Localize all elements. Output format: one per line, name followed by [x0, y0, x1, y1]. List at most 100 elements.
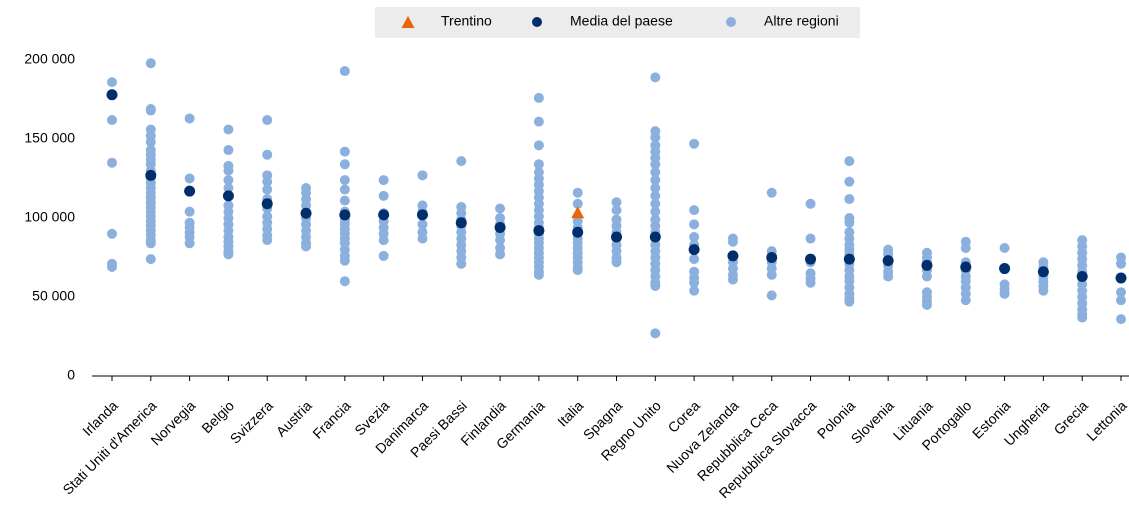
- point: [533, 92, 544, 103]
- point: [650, 280, 661, 291]
- point: [650, 190, 661, 201]
- y-tick-label: 150 000: [24, 130, 75, 146]
- mean-point: [611, 231, 622, 243]
- point: [883, 271, 894, 282]
- point: [378, 235, 389, 246]
- point: [533, 159, 544, 170]
- point: [650, 72, 661, 83]
- x-tick-label: Austria: [273, 397, 315, 439]
- legend-marker: [532, 17, 542, 27]
- y-tick-label: 50 000: [32, 288, 75, 304]
- point: [1116, 314, 1126, 325]
- point: [689, 138, 700, 149]
- mean-point: [960, 261, 972, 273]
- point: [262, 149, 273, 160]
- point: [417, 219, 428, 230]
- mean-point: [261, 198, 273, 210]
- point: [339, 66, 350, 77]
- point: [650, 167, 661, 178]
- point: [223, 165, 234, 176]
- point: [650, 328, 661, 339]
- point: [339, 276, 350, 287]
- mean-point: [339, 209, 351, 221]
- point: [1116, 295, 1126, 306]
- point: [495, 235, 506, 246]
- mean-point: [416, 209, 428, 221]
- y-tick-label: 0: [67, 367, 75, 383]
- mean-point: [921, 259, 933, 271]
- point: [650, 132, 661, 143]
- y-tick-label: 100 000: [24, 209, 75, 225]
- mean-point: [184, 185, 196, 197]
- point: [844, 156, 855, 167]
- mean-point: [300, 207, 312, 219]
- point: [1038, 285, 1049, 296]
- point: [378, 175, 389, 186]
- point: [1116, 258, 1126, 269]
- mean-point: [455, 217, 467, 229]
- point: [223, 182, 234, 193]
- legend-marker: [726, 17, 736, 27]
- point: [339, 159, 350, 170]
- point: [572, 198, 583, 209]
- point: [533, 269, 544, 280]
- point: [689, 277, 700, 288]
- point: [611, 205, 622, 216]
- point: [572, 187, 583, 198]
- point: [339, 195, 350, 206]
- point: [611, 197, 622, 208]
- point: [844, 296, 855, 307]
- point: [1116, 287, 1126, 298]
- point: [689, 285, 700, 296]
- point: [223, 175, 234, 186]
- x-tick-label: Slovenia: [848, 397, 897, 446]
- point: [805, 233, 816, 244]
- point: [689, 231, 700, 242]
- mean-point: [805, 253, 817, 265]
- point: [339, 184, 350, 195]
- point: [107, 115, 117, 126]
- mean-point: [533, 225, 545, 237]
- mean-point: [1076, 270, 1088, 282]
- point: [184, 238, 195, 249]
- highlight-point: [571, 206, 585, 219]
- point: [417, 170, 428, 181]
- x-tick-label: Italia: [554, 397, 586, 429]
- point: [145, 105, 156, 116]
- mean-point: [766, 252, 778, 263]
- point: [145, 254, 156, 265]
- point: [262, 115, 273, 126]
- point: [689, 254, 700, 265]
- point: [611, 257, 622, 268]
- point: [766, 290, 777, 301]
- point: [650, 159, 661, 170]
- x-tick-label: Svizzera: [227, 397, 276, 446]
- point: [689, 219, 700, 230]
- point: [301, 241, 312, 252]
- point: [495, 249, 506, 260]
- point: [456, 258, 467, 269]
- point: [339, 255, 350, 266]
- point: [107, 157, 117, 168]
- legend-marker: [401, 16, 415, 28]
- point: [650, 206, 661, 217]
- point: [184, 113, 195, 124]
- mean-point: [688, 244, 700, 256]
- point: [223, 249, 234, 260]
- point: [456, 156, 467, 167]
- point: [107, 77, 117, 88]
- point: [689, 205, 700, 216]
- point: [145, 238, 156, 249]
- legend-label: Media del paese: [570, 13, 673, 29]
- mean-point: [727, 250, 739, 262]
- point: [766, 187, 777, 198]
- point: [262, 176, 273, 187]
- legend-label: Trentino: [441, 13, 492, 29]
- point: [184, 206, 195, 217]
- mean-point: [882, 255, 894, 267]
- point: [960, 295, 971, 306]
- point: [805, 198, 816, 209]
- point: [223, 124, 234, 135]
- point: [378, 250, 389, 261]
- point: [844, 194, 855, 205]
